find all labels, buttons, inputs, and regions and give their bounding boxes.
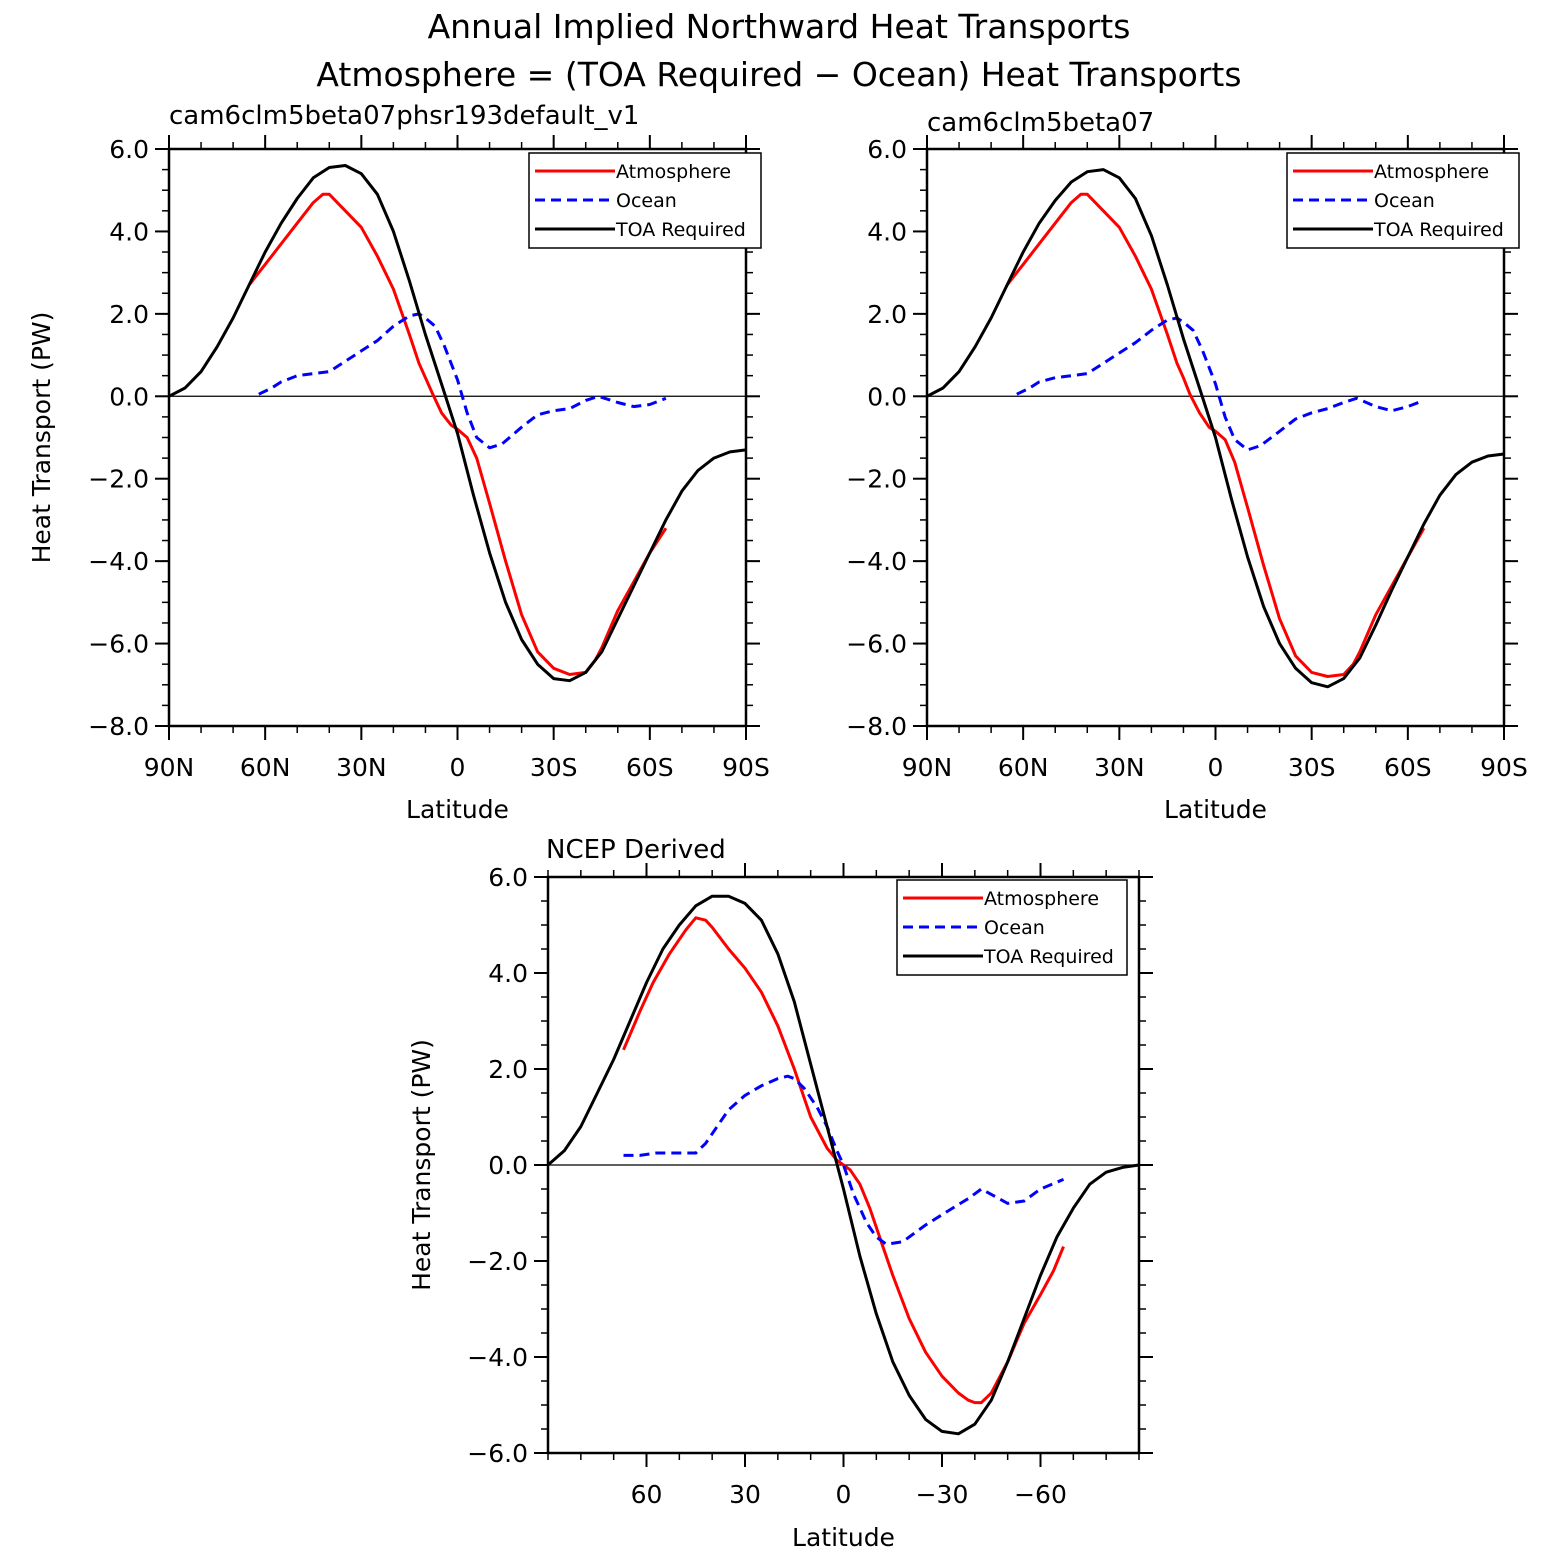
y-tick-label: 0.0 — [867, 382, 907, 411]
x-axis-label: Latitude — [406, 795, 509, 824]
x-tick-label: 60N — [240, 753, 291, 782]
x-tick-label: 0 — [836, 1480, 852, 1509]
x-tick-label: 0 — [1208, 753, 1224, 782]
legend: Atmosphere Ocean TOA Required — [896, 879, 1128, 976]
series-line-toa-required — [547, 894, 1140, 1436]
y-tick-label: 4.0 — [109, 217, 149, 246]
y-axis-label: Heat Transport (PW) — [27, 312, 56, 564]
y-tick-label: −4.0 — [88, 547, 149, 576]
panel-title: cam6clm5beta07phsr193default_v1 — [169, 101, 639, 131]
figure-subtitle: Atmosphere = (TOA Required − Ocean) Heat… — [316, 55, 1241, 94]
y-tick-label: −6.0 — [88, 630, 149, 659]
y-tick-label: −4.0 — [467, 1343, 528, 1372]
x-tick-label: 60S — [626, 753, 674, 782]
x-axis-label: Latitude — [792, 1523, 895, 1552]
legend-label: Atmosphere — [984, 888, 1099, 910]
series-line-ocean — [258, 312, 667, 450]
x-tick-label: 60S — [1384, 753, 1432, 782]
x-tick-label: 30S — [1288, 753, 1336, 782]
legend-label: TOA Required — [983, 946, 1114, 968]
y-tick-label: −2.0 — [467, 1247, 528, 1276]
chart-panel-model-v1: cam6clm5beta07phsr193default_v1 −8.0 −6.0 −… — [27, 101, 770, 824]
legend-label: Atmosphere — [1374, 161, 1489, 183]
x-tick-label: −30 — [916, 1480, 969, 1509]
x-tick-label: 90N — [144, 753, 195, 782]
y-tick-label: −8.0 — [88, 712, 149, 741]
x-tick-label: 30N — [336, 753, 387, 782]
chart-panel-model: cam6clm5beta07 −8.0 −6.0 −4.0 −2.0 0.0 2.0 4.0 6… — [846, 108, 1528, 824]
series-line-toa-required — [926, 168, 1505, 689]
x-tick-label: 90N — [902, 753, 953, 782]
y-tick-label: 4.0 — [867, 217, 907, 246]
series-line-toa-required — [168, 164, 747, 683]
y-tick-label: −6.0 — [467, 1439, 528, 1468]
y-tick-label: −8.0 — [846, 712, 907, 741]
y-tick-label: −6.0 — [846, 630, 907, 659]
legend-label: Atmosphere — [616, 161, 731, 183]
legend: Atmosphere Ocean TOA Required — [528, 152, 762, 249]
y-tick-label: −4.0 — [846, 547, 907, 576]
figure-title: Annual Implied Northward Heat Transports — [428, 7, 1131, 46]
y-tick-label: 6.0 — [109, 135, 149, 164]
legend-label: Ocean — [984, 917, 1045, 939]
y-tick-label: −2.0 — [88, 465, 149, 494]
y-tick-label: 6.0 — [488, 863, 528, 892]
series-line-ocean — [623, 1074, 1065, 1246]
x-tick-label: 90S — [722, 753, 770, 782]
y-axis-label: Heat Transport (PW) — [407, 1039, 436, 1291]
y-tick-label: 0.0 — [109, 382, 149, 411]
y-tick-label: 2.0 — [488, 1055, 528, 1084]
panel-title: cam6clm5beta07 — [927, 108, 1154, 138]
x-tick-label: 30N — [1094, 753, 1145, 782]
y-tick-label: 6.0 — [867, 135, 907, 164]
panel-title: NCEP Derived — [546, 835, 726, 865]
legend: Atmosphere Ocean TOA Required — [1286, 152, 1520, 249]
x-tick-label: 30 — [729, 1480, 761, 1509]
legend-label: TOA Required — [615, 219, 746, 241]
chart-panel-ncep: NCEP Derived −6.0 −4.0 −2.0 0.0 2.0 4.0 6.0 60 30… — [407, 835, 1153, 1552]
legend-label: Ocean — [1374, 190, 1435, 212]
y-tick-label: 2.0 — [867, 300, 907, 329]
y-tick-label: 4.0 — [488, 959, 528, 988]
x-tick-label: 30S — [530, 753, 578, 782]
x-axis-label: Latitude — [1164, 795, 1267, 824]
x-tick-label: −60 — [1014, 1480, 1067, 1509]
x-tick-label: 60 — [631, 1480, 663, 1509]
x-tick-label: 90S — [1480, 753, 1528, 782]
y-tick-label: 2.0 — [109, 300, 149, 329]
series-line-atmosphere — [622, 916, 1065, 1405]
legend-label: Ocean — [616, 190, 677, 212]
legend-label: TOA Required — [1373, 219, 1504, 241]
x-tick-label: 60N — [998, 753, 1049, 782]
y-tick-label: −2.0 — [846, 465, 907, 494]
series-line-ocean — [1016, 316, 1425, 452]
y-tick-label: 0.0 — [488, 1151, 528, 1180]
x-tick-label: 0 — [450, 753, 466, 782]
